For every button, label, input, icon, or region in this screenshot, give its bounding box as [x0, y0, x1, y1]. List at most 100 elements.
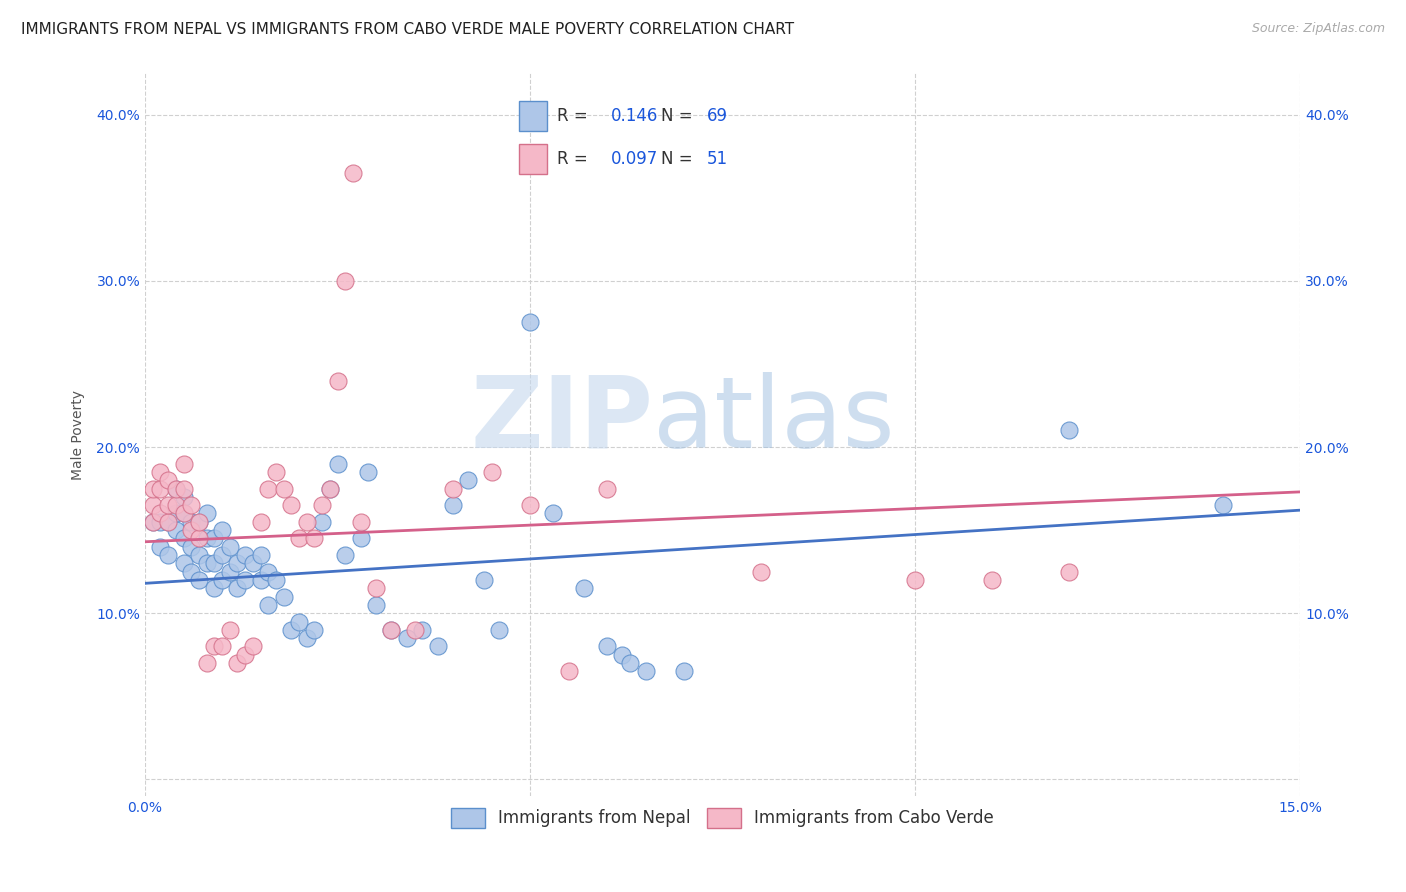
Point — [257, 482, 280, 496]
Point — [202, 582, 225, 596]
Point — [557, 665, 579, 679]
Point — [218, 623, 240, 637]
Point — [364, 582, 387, 596]
Point — [226, 656, 249, 670]
Point — [249, 515, 271, 529]
Point — [264, 573, 287, 587]
Text: IMMIGRANTS FROM NEPAL VS IMMIGRANTS FROM CABO VERDE MALE POVERTY CORRELATION CHA: IMMIGRANTS FROM NEPAL VS IMMIGRANTS FROM… — [21, 22, 794, 37]
Point — [165, 507, 187, 521]
Point — [311, 515, 333, 529]
Point — [226, 557, 249, 571]
Point — [173, 557, 195, 571]
Point — [304, 532, 326, 546]
Point — [295, 631, 318, 645]
Point — [273, 590, 295, 604]
Point — [157, 473, 180, 487]
Point — [319, 482, 342, 496]
Point — [180, 523, 202, 537]
Point — [173, 482, 195, 496]
Point — [326, 457, 349, 471]
Point — [233, 573, 256, 587]
Point — [180, 515, 202, 529]
Point — [242, 557, 264, 571]
Point — [149, 540, 172, 554]
Point — [202, 557, 225, 571]
Point — [519, 498, 541, 512]
Point — [142, 515, 165, 529]
Point — [596, 640, 619, 654]
Point — [218, 540, 240, 554]
Point — [157, 515, 180, 529]
Point — [257, 598, 280, 612]
Point — [157, 548, 180, 562]
Point — [280, 623, 302, 637]
Point — [295, 515, 318, 529]
Point — [149, 515, 172, 529]
Point — [395, 631, 418, 645]
Point — [202, 532, 225, 546]
Point — [342, 166, 364, 180]
Point — [249, 573, 271, 587]
Point — [350, 515, 373, 529]
Point — [173, 532, 195, 546]
Point — [165, 482, 187, 496]
Point — [288, 532, 311, 546]
Point — [1057, 565, 1080, 579]
Point — [157, 498, 180, 512]
Point — [1212, 498, 1234, 512]
Point — [319, 482, 342, 496]
Point — [188, 515, 211, 529]
Point — [981, 573, 1004, 587]
Point — [195, 532, 218, 546]
Point — [173, 457, 195, 471]
Point — [165, 523, 187, 537]
Point — [211, 523, 233, 537]
Point — [619, 656, 641, 670]
Point — [411, 623, 433, 637]
Point — [612, 648, 634, 662]
Point — [541, 507, 564, 521]
Point — [380, 623, 402, 637]
Point — [634, 665, 657, 679]
Point — [335, 548, 357, 562]
Point — [357, 465, 380, 479]
Point — [211, 640, 233, 654]
Point — [441, 498, 464, 512]
Point — [273, 482, 295, 496]
Point — [188, 532, 211, 546]
Point — [165, 498, 187, 512]
Point — [596, 482, 619, 496]
Point — [149, 482, 172, 496]
Point — [249, 548, 271, 562]
Point — [257, 565, 280, 579]
Point — [426, 640, 449, 654]
Text: ZIP: ZIP — [471, 372, 654, 468]
Point — [211, 573, 233, 587]
Point — [233, 648, 256, 662]
Point — [304, 623, 326, 637]
Point — [142, 515, 165, 529]
Point — [149, 465, 172, 479]
Point — [157, 515, 180, 529]
Text: atlas: atlas — [654, 372, 894, 468]
Point — [188, 548, 211, 562]
Point — [173, 507, 195, 521]
Point — [180, 498, 202, 512]
Point — [280, 498, 302, 512]
Point — [173, 507, 195, 521]
Point — [481, 465, 503, 479]
Point — [311, 498, 333, 512]
Point — [457, 473, 479, 487]
Point — [1057, 423, 1080, 437]
Point — [472, 573, 495, 587]
Point — [364, 598, 387, 612]
Point — [673, 665, 696, 679]
Point — [380, 623, 402, 637]
Point — [350, 532, 373, 546]
Point — [264, 465, 287, 479]
Point — [904, 573, 927, 587]
Y-axis label: Male Poverty: Male Poverty — [72, 390, 86, 480]
Point — [142, 498, 165, 512]
Legend: Immigrants from Nepal, Immigrants from Cabo Verde: Immigrants from Nepal, Immigrants from C… — [444, 801, 1001, 835]
Point — [288, 615, 311, 629]
